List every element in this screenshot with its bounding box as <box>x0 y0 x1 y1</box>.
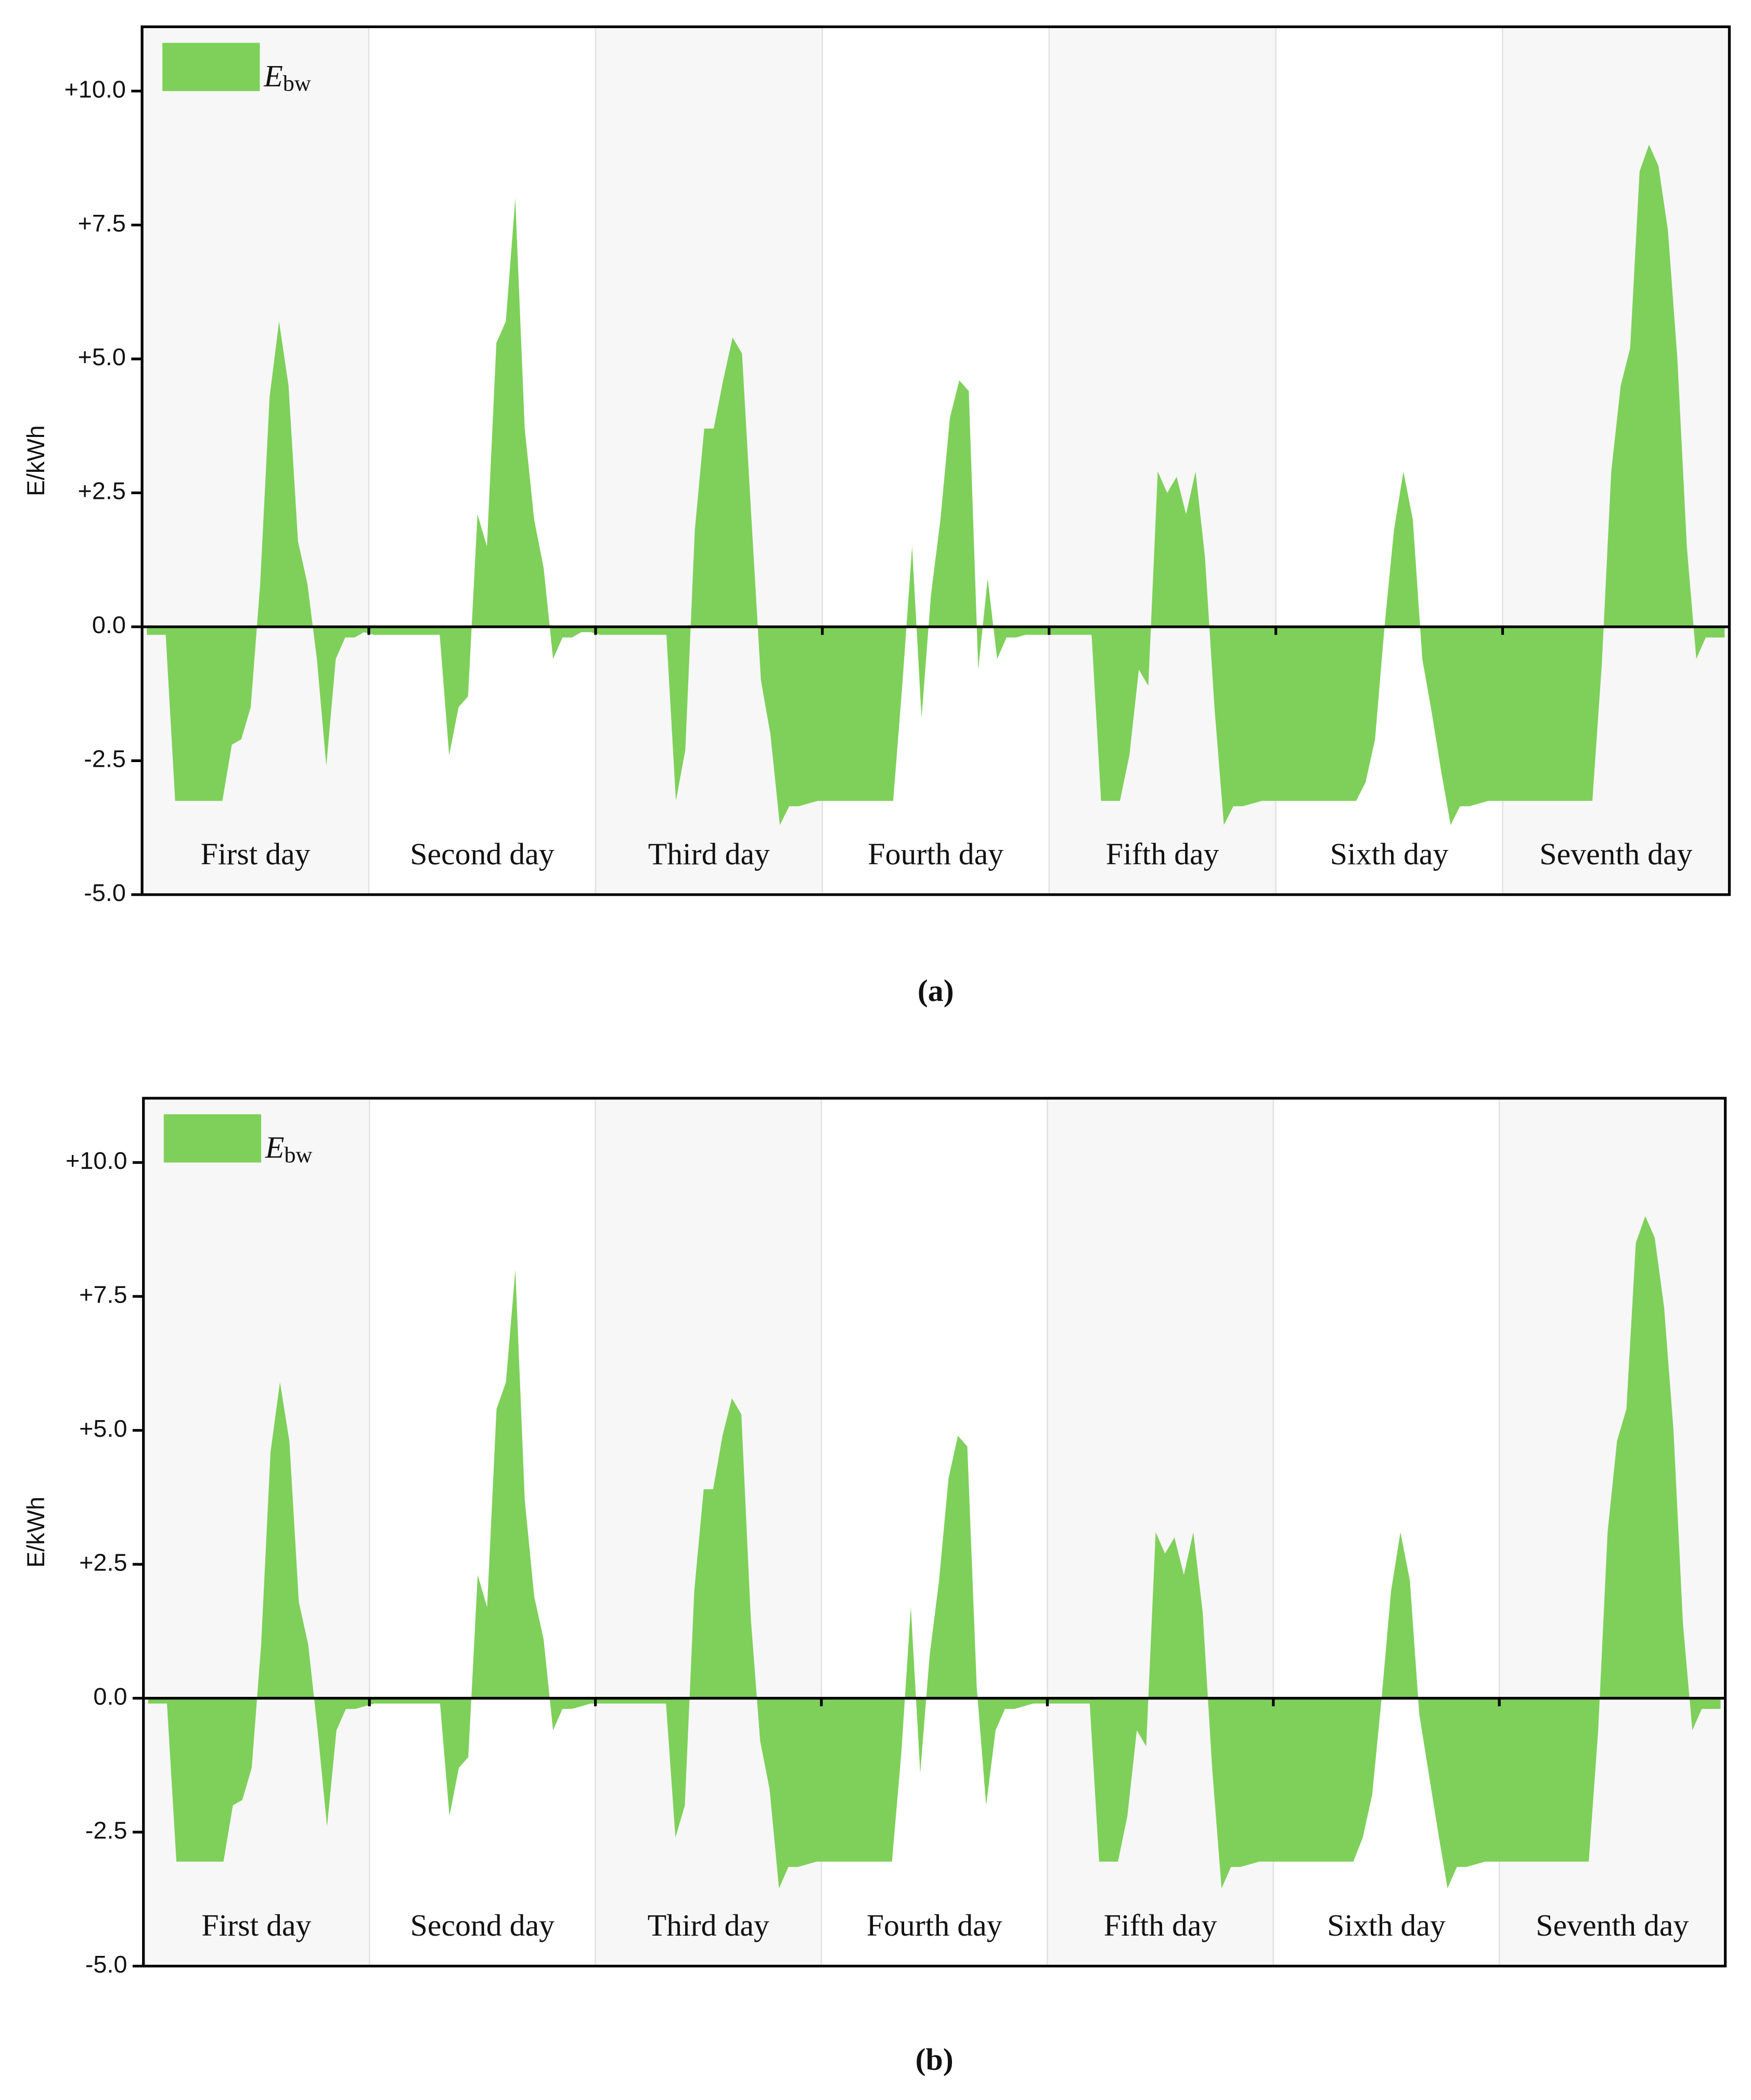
day-label: Fifth day <box>1104 1908 1217 1942</box>
y-tick-label: -2.5 <box>84 745 126 772</box>
y-tick-label: +2.5 <box>78 478 125 505</box>
legend-swatch <box>162 43 260 92</box>
y-tick-label: +7.5 <box>79 1281 127 1308</box>
y-tick-label: -5.0 <box>84 879 126 906</box>
plot-frame <box>140 25 1731 896</box>
area <box>148 1216 1721 1889</box>
day-label: Second day <box>410 837 555 871</box>
y-tick-label: -5.0 <box>85 1951 127 1978</box>
legend-label: Ebw <box>263 59 311 96</box>
y-tick-label: +10.0 <box>64 76 125 103</box>
y-tick-label: +2.5 <box>79 1549 127 1576</box>
day-label: Third day <box>648 1908 769 1942</box>
legend-subscript: bw <box>284 1142 312 1168</box>
plot-frame <box>142 1097 1727 1968</box>
y-tick-label: 0.0 <box>93 1683 127 1710</box>
day-label: Seventh day <box>1539 837 1692 871</box>
legend-symbol: E <box>263 59 283 93</box>
legend-label: Ebw <box>265 1130 313 1167</box>
day-label: Third day <box>648 837 770 871</box>
day-label: Sixth day <box>1330 837 1449 871</box>
day-label: Fourth day <box>868 837 1003 871</box>
y-tick-label: +7.5 <box>78 210 125 237</box>
day-label: Seventh day <box>1536 1908 1689 1942</box>
legend-subscript: bw <box>283 71 311 96</box>
caption: (b) <box>916 2042 954 2077</box>
y-axis-label: E/kWh <box>22 1497 49 1567</box>
day-label: Fourth day <box>867 1908 1002 1942</box>
legend-swatch <box>163 1114 262 1163</box>
legend-symbol: E <box>265 1130 285 1164</box>
day-label: Fifth day <box>1106 837 1219 871</box>
day-label: Second day <box>410 1908 555 1942</box>
day-label: First day <box>201 837 311 871</box>
y-tick-label: -2.5 <box>85 1817 127 1844</box>
day-label: First day <box>201 1908 311 1942</box>
y-axis-label: E/kWh <box>22 425 49 496</box>
y-tick-label: +5.0 <box>78 343 125 370</box>
day-label: Sixth day <box>1327 1908 1446 1942</box>
y-tick-label: +5.0 <box>79 1415 127 1442</box>
y-tick-label: 0.0 <box>92 611 126 638</box>
y-tick-label: +10.0 <box>66 1147 127 1174</box>
caption: (a) <box>918 973 954 1008</box>
area <box>147 145 1725 825</box>
